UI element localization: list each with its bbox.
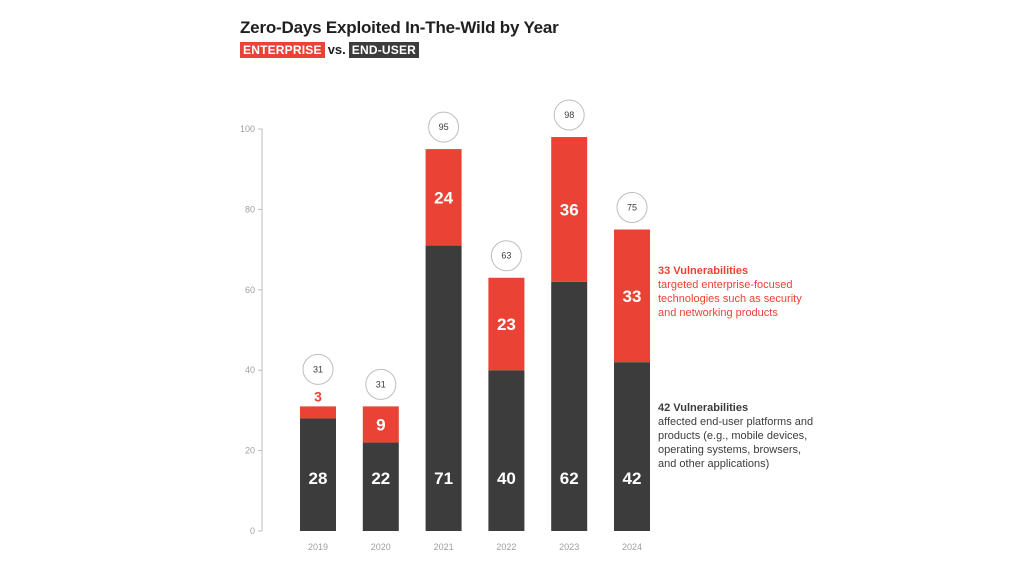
bar-enterprise [362, 406, 399, 443]
enduser-annotation-body: affected end-user platforms and products… [658, 416, 814, 470]
end-user-value-label: 62 [560, 469, 579, 488]
x-tick-label: 2021 [434, 542, 454, 552]
y-tick-label: 80 [245, 204, 255, 214]
bar-end-user [425, 245, 462, 531]
x-tick-label: 2023 [559, 542, 579, 552]
chart-subtitle: ENTERPRISE vs. END-USER [240, 42, 559, 58]
enterprise-value-label: 36 [560, 200, 579, 219]
bar-end-user [614, 362, 650, 531]
end-user-value-label: 42 [623, 469, 642, 488]
end-user-value-label: 40 [497, 469, 516, 488]
total-label: 63 [501, 251, 511, 261]
end-user-value-label: 71 [434, 469, 453, 488]
total-label: 98 [564, 110, 574, 120]
x-tick-label: 2019 [308, 542, 328, 552]
total-bubble [616, 192, 648, 223]
x-tick-label: 2024 [622, 542, 642, 552]
total-bubble [365, 368, 397, 400]
y-tick-label: 100 [240, 124, 255, 134]
bar-enterprise [614, 229, 650, 363]
bar-enterprise [551, 137, 588, 282]
enterprise-annotation-body: targeted enterprise-focused technologies… [658, 279, 802, 319]
enterprise-value-label: 23 [497, 315, 516, 334]
x-tick-label: 2020 [371, 542, 391, 552]
bar-end-user [362, 442, 399, 531]
total-bubble [490, 240, 522, 272]
title-block: Zero-Days Exploited In-The-Wild by Year … [240, 18, 559, 58]
bar-enterprise [425, 149, 462, 246]
y-tick-label: 40 [245, 365, 255, 375]
enduser-annotation-head: 42 Vulnerabilities [658, 402, 749, 414]
x-tick-label: 2022 [496, 542, 516, 552]
total-label: 31 [376, 379, 386, 389]
total-label: 31 [313, 364, 323, 374]
y-tick-label: 60 [245, 285, 255, 295]
total-label: 95 [439, 122, 449, 132]
total-bubble [553, 99, 585, 131]
total-bubble [302, 353, 334, 385]
enterprise-legend-tag: ENTERPRISE [240, 42, 325, 58]
bar-end-user [488, 370, 525, 531]
enterprise-annotation: 33 Vulnerabilities targeted enterprise-f… [658, 264, 818, 320]
bar-enterprise [488, 277, 525, 371]
enterprise-annotation-head: 33 Vulnerabilities [658, 265, 749, 277]
bar-end-user [551, 281, 588, 531]
y-tick-label: 20 [245, 446, 255, 456]
enterprise-value-label: 33 [623, 287, 642, 306]
enterprise-value-label: 24 [434, 188, 453, 207]
enterprise-value-label: 3 [314, 388, 322, 404]
total-bubble [428, 111, 460, 143]
enduser-legend-tag: END-USER [348, 42, 420, 58]
enterprise-value-label: 9 [376, 415, 385, 434]
end-user-value-label: 22 [371, 469, 390, 488]
chart-title: Zero-Days Exploited In-The-Wild by Year [240, 18, 559, 37]
y-tick-label: 0 [250, 526, 255, 536]
end-user-value-label: 28 [309, 469, 328, 488]
bar-enterprise [300, 406, 336, 419]
bar-end-user [300, 418, 336, 531]
enduser-annotation: 42 Vulnerabilities affected end-user pla… [658, 401, 818, 471]
total-label: 75 [627, 203, 637, 213]
vs-text: vs. [327, 42, 346, 57]
